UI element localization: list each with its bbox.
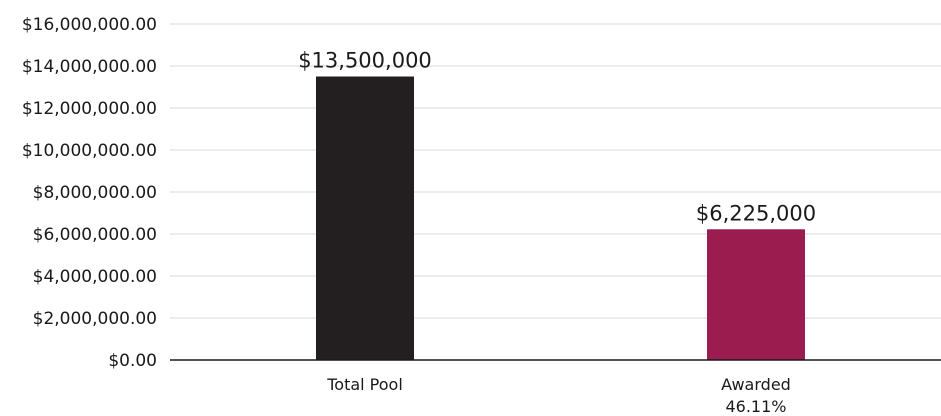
category-label: Awarded xyxy=(721,375,791,394)
data-label: $13,500,000 xyxy=(298,49,432,73)
data-label: $6,225,000 xyxy=(696,201,816,225)
y-tick-label: $4,000,000.00 xyxy=(33,267,157,287)
bar xyxy=(707,229,805,360)
y-tick-label: $16,000,000.00 xyxy=(22,15,157,35)
y-tick-label: $0.00 xyxy=(108,351,157,371)
bars xyxy=(316,76,805,360)
category-sublabel: 46.11% xyxy=(725,397,786,416)
gridlines xyxy=(170,23,941,319)
y-tick-label: $2,000,000.00 xyxy=(33,309,157,329)
category-label: Total Pool xyxy=(326,375,403,394)
y-tick-label: $6,000,000.00 xyxy=(33,225,157,245)
data-labels: $13,500,000 $6,225,000 xyxy=(298,49,816,226)
bar xyxy=(316,76,414,360)
y-axis-ticks: $0.00 $2,000,000.00 $4,000,000.00 $6,000,00… xyxy=(22,15,157,371)
y-tick-label: $8,000,000.00 xyxy=(33,183,157,203)
y-tick-label: $10,000,000.00 xyxy=(22,141,157,161)
x-axis-categories: Total Pool Awarded 46.11% xyxy=(326,375,791,416)
y-tick-label: $14,000,000.00 xyxy=(22,57,157,77)
y-tick-label: $12,000,000.00 xyxy=(22,99,157,119)
